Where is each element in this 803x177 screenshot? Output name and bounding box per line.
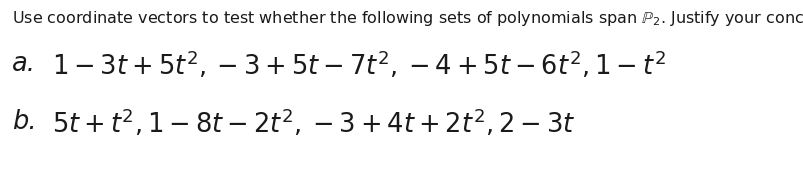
Text: b.: b. xyxy=(12,109,36,135)
Text: a.: a. xyxy=(12,51,36,77)
Text: $1 - 3t + 5t^2, -3 + 5t - 7t^2, -4 + 5t - 6t^2, 1 - t^2$: $1 - 3t + 5t^2, -3 + 5t - 7t^2, -4 + 5t … xyxy=(52,49,666,81)
Text: Use coordinate vectors to test whether the following sets of polynomials span $\: Use coordinate vectors to test whether t… xyxy=(12,9,803,28)
Text: $5t + t^2, 1 - 8t - 2t^2, -3 + 4t + 2t^2, 2 - 3t$: $5t + t^2, 1 - 8t - 2t^2, -3 + 4t + 2t^2… xyxy=(52,107,575,138)
